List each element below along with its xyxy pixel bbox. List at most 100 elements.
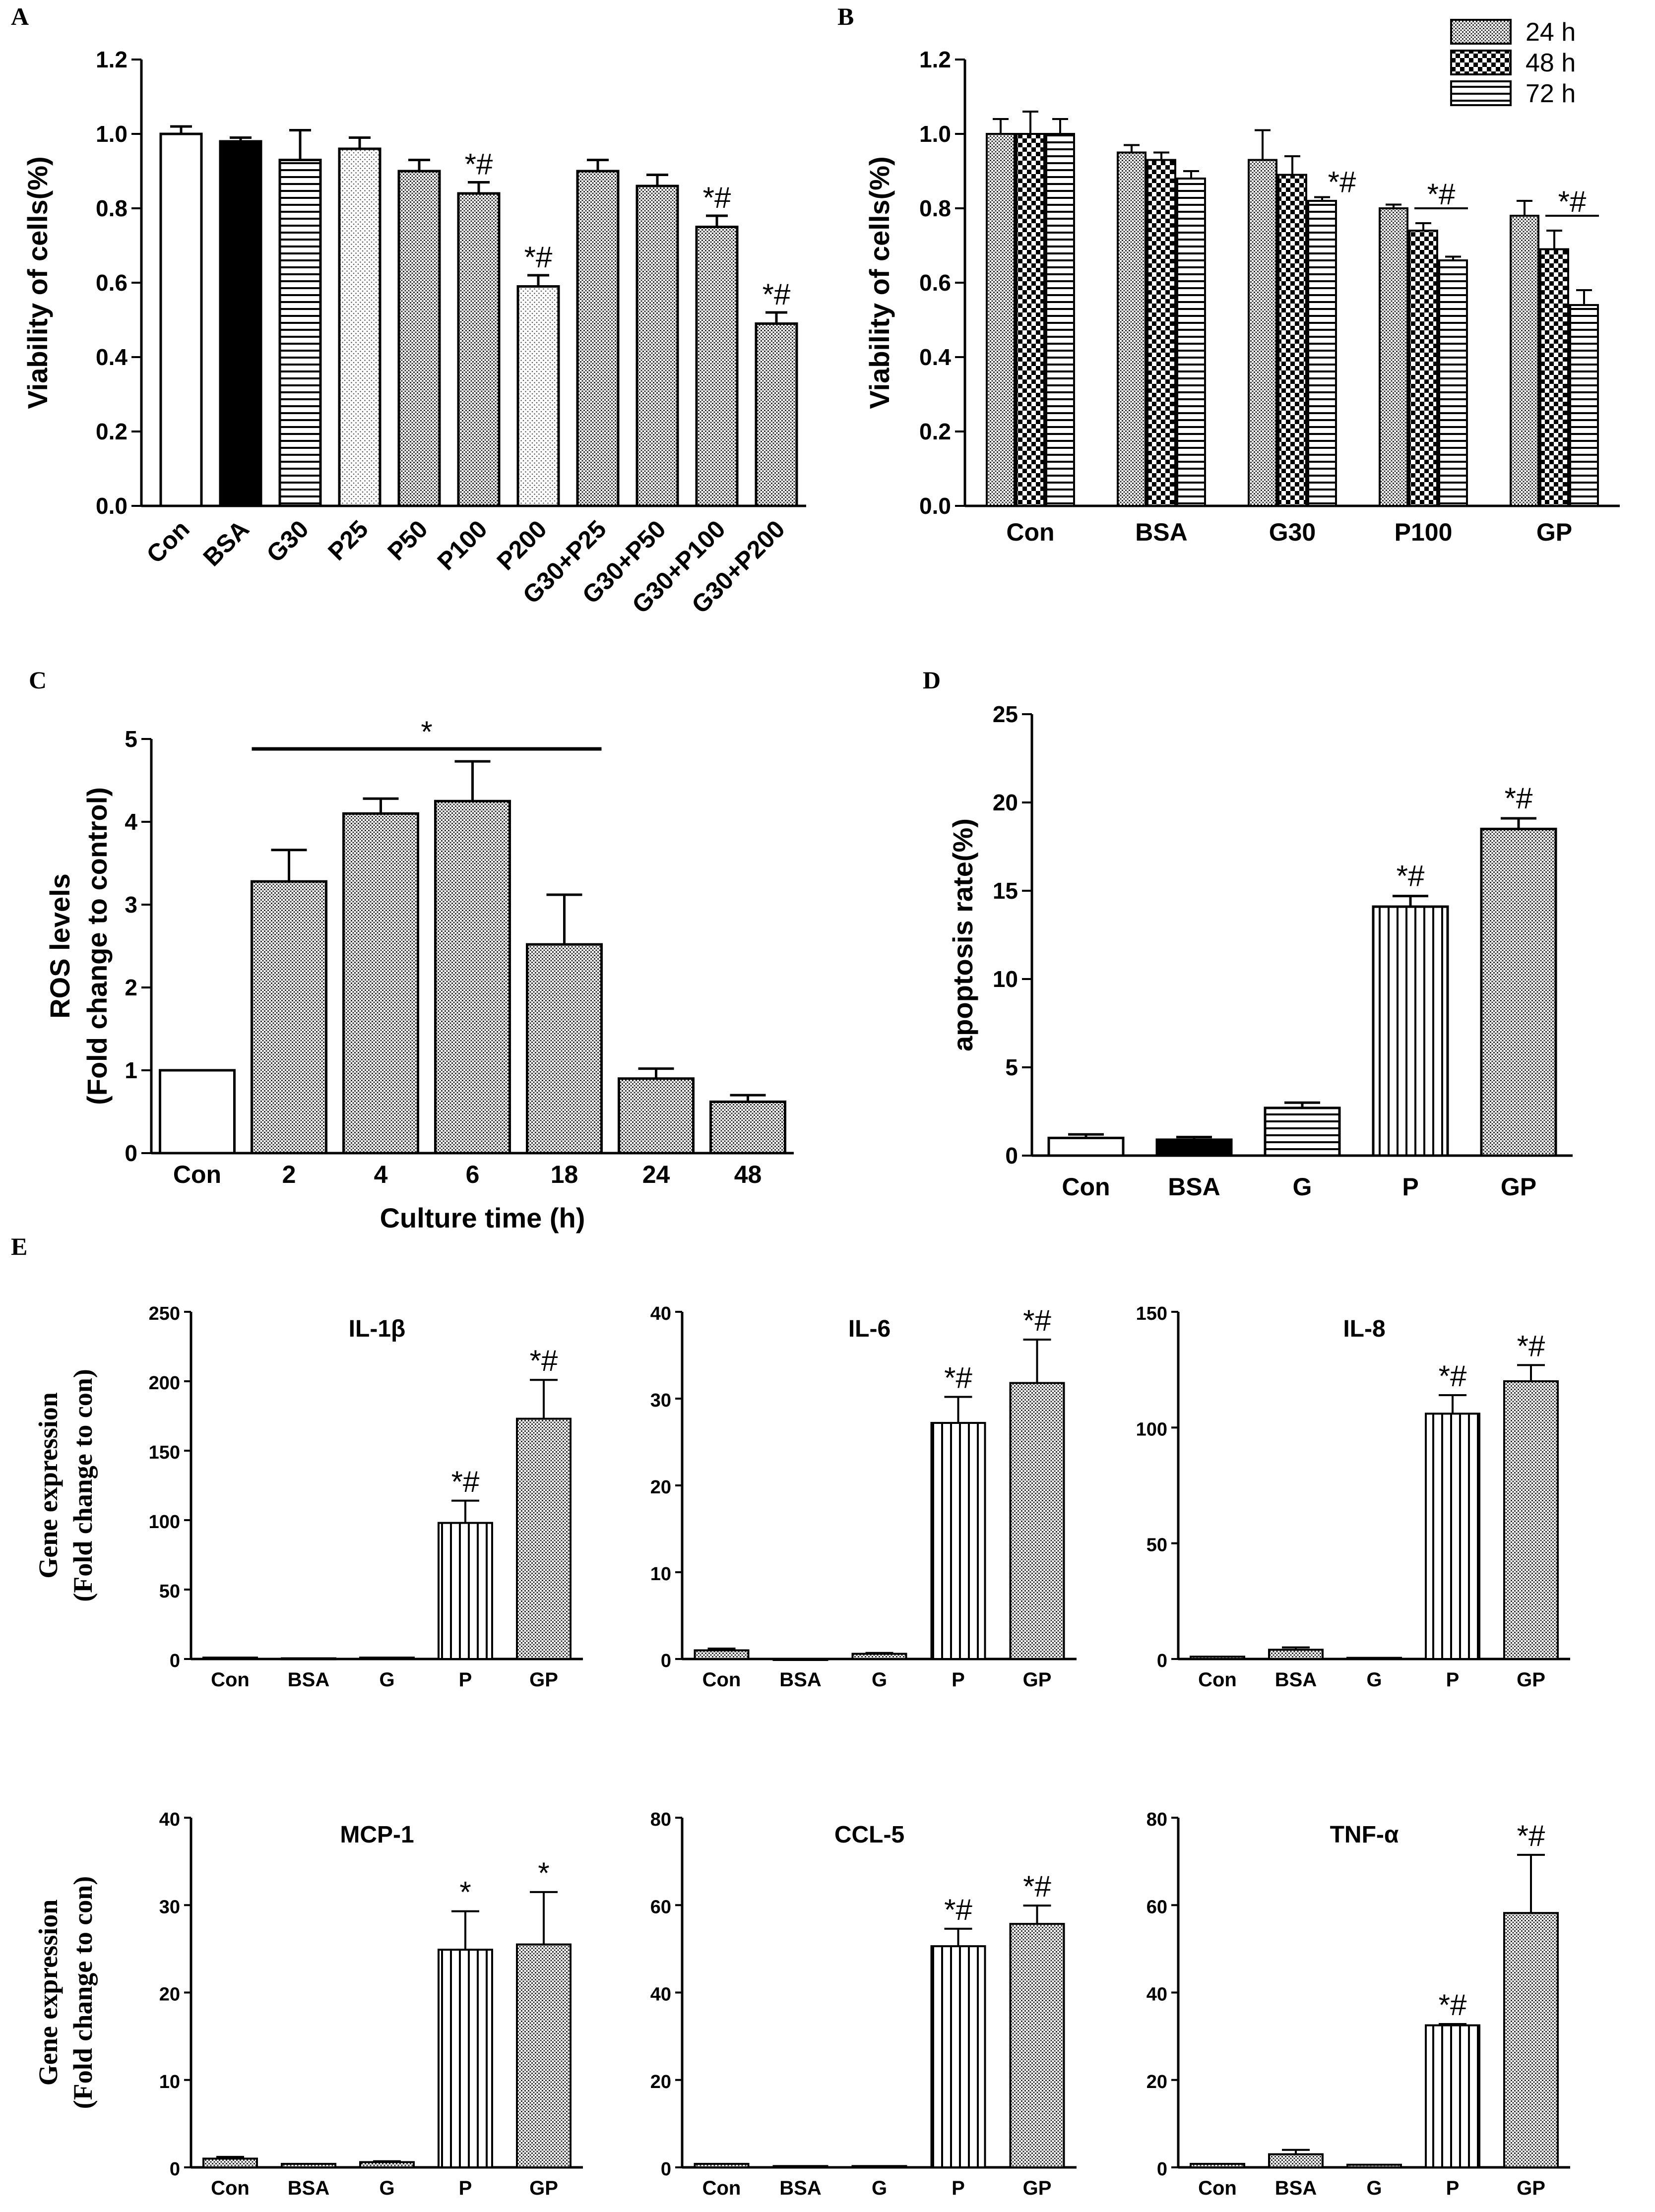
chart-e-gene-expression: Gene expression (Fold change to con)Gene … <box>33 1303 1570 2199</box>
y-tick-label: 0 <box>125 1140 137 1166</box>
gene-subplot: 0 20 40 60 80 CCL-5 Con BSA G *# P *# GP <box>650 1809 1077 2199</box>
x-category-label: 2 <box>282 1161 296 1188</box>
y-tick-label: 0.2 <box>96 419 127 444</box>
x-category-label: BSA <box>1168 1173 1220 1201</box>
y-tick-label: 0.0 <box>919 493 951 519</box>
bar <box>1346 1657 1402 1660</box>
x-category-label: Con <box>1006 518 1054 546</box>
x-category-label: Con <box>702 1669 741 1691</box>
significance-label: *# <box>451 1465 480 1498</box>
x-category-label: G <box>1366 2177 1382 2199</box>
bar <box>986 133 1016 507</box>
bar <box>438 1949 493 2168</box>
y-tick-label: 25 <box>993 701 1018 727</box>
bar <box>1016 133 1045 507</box>
x-category-label: 18 <box>551 1161 578 1188</box>
significance-label: *# <box>1397 860 1425 893</box>
panel-letter-d: D <box>923 666 941 694</box>
panel-letter-e: E <box>11 1232 27 1260</box>
significance-label: * <box>421 715 432 748</box>
chart-d-apoptosis: 0 5 10 15 20 25 apoptosis rate(%) Con BSA G *# P *# G… <box>947 701 1573 1201</box>
bar <box>281 2162 336 2169</box>
panel-letter-c: C <box>29 666 47 694</box>
x-category-label: P25 <box>322 515 374 566</box>
bar <box>457 192 501 507</box>
y-tick-label: 10 <box>650 1564 671 1585</box>
x-category-label: BSA <box>779 2177 821 2199</box>
significance-label: *# <box>1023 1870 1051 1903</box>
significance-label: * <box>538 1856 549 1890</box>
x-category-label: BSA <box>1135 518 1188 546</box>
bar <box>1379 207 1408 507</box>
bar <box>851 2165 907 2169</box>
chart-b-viability-time: 0.0 0.2 0.4 0.6 0.8 1.0 1.2 Viability of cells(… <box>864 18 1620 546</box>
y-tick-label: 0.2 <box>919 419 951 444</box>
x-category-label: BSA <box>288 1669 329 1691</box>
y-tick-label: 100 <box>1136 1419 1167 1440</box>
x-category-label: Con <box>1198 1669 1237 1691</box>
y-tick-label: 3 <box>125 892 137 918</box>
bar <box>1190 2162 1245 2169</box>
bar <box>526 943 603 1155</box>
bar <box>1190 1656 1245 1660</box>
significance-label: *# <box>465 148 493 181</box>
x-category-label: BSA <box>1275 1669 1317 1691</box>
bar <box>202 2157 258 2168</box>
legend-label: 24 h <box>1526 18 1576 47</box>
subplot-title: CCL-5 <box>834 1822 904 1848</box>
y-tick-label: 10 <box>159 2072 180 2092</box>
bar <box>159 132 203 507</box>
x-category-label: P100 <box>432 515 493 575</box>
y-tick-label: 30 <box>159 1897 180 1917</box>
y-axis-title-line1: ROS levels <box>44 873 75 1019</box>
x-category-label: BSA <box>1275 2177 1317 2199</box>
y-tick-label: 0.8 <box>96 195 127 221</box>
x-category-label: P <box>952 2177 965 2199</box>
x-category-label: P <box>1402 1173 1418 1201</box>
y-tick-label: 15 <box>993 878 1018 904</box>
chart-a-viability: 0.0 0.2 0.4 0.6 0.8 1.0 1.2 Viability of cells(… <box>22 47 806 619</box>
y-tick-label: 0 <box>1157 1651 1167 1671</box>
significance-label: * <box>459 1876 471 1909</box>
bar <box>1425 2024 1480 2168</box>
gene-subplot: 0 50 100 150 200 250 IL-1β Con BSA G *# P *# GP <box>149 1303 583 1691</box>
x-category-label: P <box>952 1669 965 1691</box>
y-tick-label: 10 <box>993 966 1018 992</box>
y-tick-label: 0.6 <box>919 270 951 296</box>
x-category-label: Con <box>141 515 194 568</box>
bar <box>1569 304 1599 507</box>
bar <box>359 1657 415 1660</box>
bar <box>1372 905 1449 1157</box>
x-category-label: 6 <box>466 1161 480 1188</box>
bar <box>930 1422 986 1660</box>
significance-label: *# <box>1505 782 1533 815</box>
y-tick-label: 1.2 <box>919 47 951 72</box>
legend-swatch <box>1450 80 1512 106</box>
bar <box>397 170 441 507</box>
y-tick-label: 1.0 <box>96 121 127 147</box>
gene-subplot: 0 20 40 60 80 TNF-α Con BSA G *# P *# GP <box>1146 1809 1570 2199</box>
y-tick-label: 0.4 <box>96 344 127 370</box>
y-tick-label: 0.4 <box>919 344 951 370</box>
y-tick-label: 20 <box>993 790 1018 815</box>
legend-label: 48 h <box>1526 49 1576 77</box>
bar <box>772 2165 828 2169</box>
bar <box>1408 230 1438 507</box>
bar <box>618 1077 695 1155</box>
significance-label: *# <box>944 1361 972 1395</box>
x-category-label: GP <box>1023 1669 1052 1691</box>
y-tick-label: 0 <box>1157 2159 1167 2180</box>
bar <box>1045 133 1075 507</box>
x-category-label: G <box>872 1669 887 1691</box>
x-category-label: P <box>1446 1669 1460 1691</box>
y-tick-label: 20 <box>159 1984 180 2005</box>
y-tick-label: 40 <box>650 1984 671 2005</box>
bar <box>636 184 679 507</box>
significance-label: *# <box>763 278 791 311</box>
panel-letter-a: A <box>11 2 29 30</box>
y-tick-label: 80 <box>650 1809 671 1830</box>
y-tick-label: 0.8 <box>919 195 951 221</box>
bar <box>1155 1138 1233 1157</box>
y-tick-label: 2 <box>125 975 137 1000</box>
